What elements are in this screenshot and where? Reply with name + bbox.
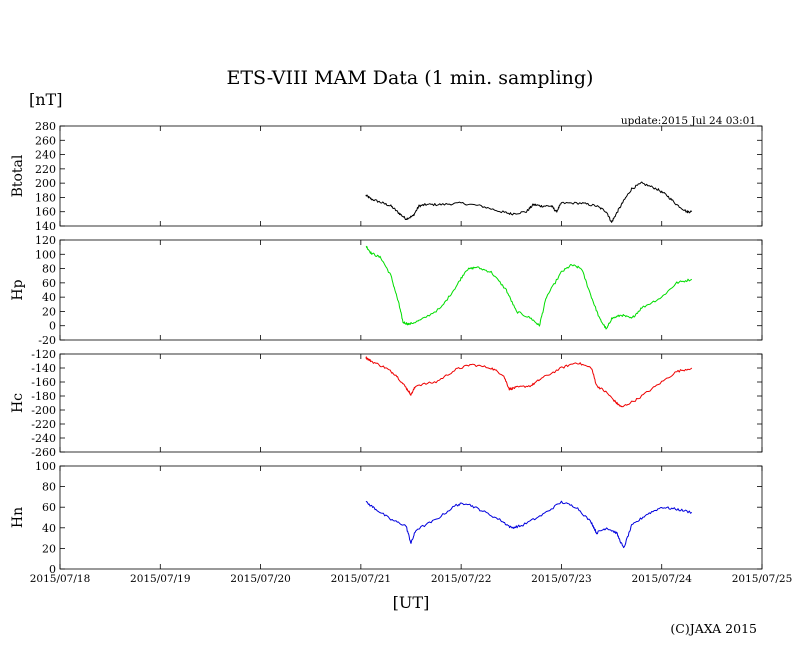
y-tick-label: 260 bbox=[35, 134, 56, 147]
x-tick-label: 2015/07/22 bbox=[431, 573, 492, 585]
y-tick-label: 160 bbox=[35, 206, 56, 219]
y-tick-label: 240 bbox=[35, 149, 56, 162]
y-tick-label: 120 bbox=[35, 234, 56, 247]
y-tick-label: -140 bbox=[31, 362, 56, 375]
y-tick-label: 100 bbox=[35, 460, 56, 473]
series-line-btotal bbox=[365, 181, 693, 223]
panel-frame bbox=[59, 465, 763, 570]
y-tick-label: 40 bbox=[42, 291, 56, 304]
y-tick-label: 0 bbox=[49, 320, 56, 333]
series-line-hc bbox=[365, 356, 693, 408]
y-tick-label: 20 bbox=[42, 542, 56, 555]
y-tick-label: 100 bbox=[35, 248, 56, 261]
y-axis-label-hn: Hn bbox=[10, 507, 26, 528]
y-tick-label: -200 bbox=[31, 404, 56, 417]
y-tick-label: -240 bbox=[31, 432, 56, 445]
y-tick-label: 60 bbox=[42, 277, 56, 290]
x-tick-label: 2015/07/25 bbox=[732, 573, 793, 585]
y-tick-label: 200 bbox=[35, 177, 56, 190]
chart-panels: 140160180200220240260280Btotal-200204060… bbox=[10, 120, 763, 576]
x-tick-label: 2015/07/24 bbox=[631, 573, 692, 585]
panel-hc: -260-240-220-200-180-160-140-120 Hc bbox=[10, 348, 763, 459]
y-axis-label-hp: Hp bbox=[10, 279, 26, 300]
series-line-hn bbox=[365, 500, 693, 549]
y-tick-label: 0 bbox=[49, 563, 56, 576]
chart-title: ETS-VIII MAM Data (1 min. sampling) bbox=[227, 67, 594, 89]
update-timestamp: update:2015 Jul 24 03:01 bbox=[621, 115, 756, 127]
copyright-notice: (C)JAXA 2015 bbox=[670, 621, 757, 636]
y-tick-label: 140 bbox=[35, 220, 56, 233]
y-axis-label-hc: Hc bbox=[10, 393, 26, 413]
x-axis-ticks: 2015/07/18 2015/07/19 2015/07/20 2015/07/21… bbox=[30, 573, 793, 585]
y-tick-label: 40 bbox=[42, 522, 56, 535]
series-line-hp bbox=[365, 245, 693, 330]
panel-frame bbox=[59, 125, 763, 227]
x-tick-label: 2015/07/18 bbox=[30, 573, 91, 585]
y-tick-label: -260 bbox=[31, 446, 56, 459]
y-tick-label: 220 bbox=[35, 163, 56, 176]
y-tick-label: -120 bbox=[31, 348, 56, 361]
y-tick-label: 280 bbox=[35, 120, 56, 133]
panel-frame bbox=[59, 353, 763, 453]
y-tick-label: -180 bbox=[31, 390, 56, 403]
x-tick-label: 2015/07/21 bbox=[331, 573, 392, 585]
y-tick-label: -160 bbox=[31, 376, 56, 389]
x-tick-label: 2015/07/19 bbox=[130, 573, 191, 585]
x-axis-label: [UT] bbox=[393, 593, 430, 612]
panel-frame bbox=[59, 239, 763, 341]
x-tick-label: 2015/07/20 bbox=[230, 573, 291, 585]
panel-hn: 0 20 40 60 80 100 Hn bbox=[10, 460, 763, 576]
x-tick-label: 2015/07/23 bbox=[531, 573, 592, 585]
y-tick-label: 80 bbox=[42, 263, 56, 276]
y-axis-label-btotal: Btotal bbox=[10, 154, 26, 197]
y-tick-label: -20 bbox=[38, 334, 56, 347]
y-tick-label: -220 bbox=[31, 418, 56, 431]
y-tick-label: 60 bbox=[42, 501, 56, 514]
y-tick-label: 20 bbox=[42, 305, 56, 318]
y-tick-label: 80 bbox=[42, 481, 56, 494]
y-tick-label: 180 bbox=[35, 191, 56, 204]
unit-label: [nT] bbox=[29, 90, 62, 109]
